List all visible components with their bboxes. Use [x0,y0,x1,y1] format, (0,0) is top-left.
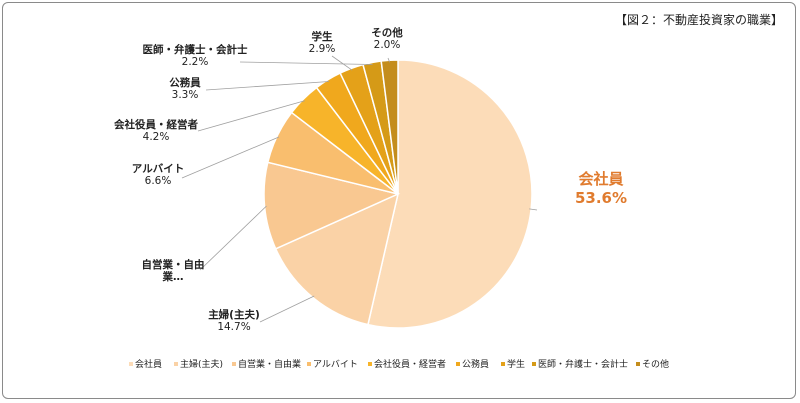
figure-title: 【図２：不動産投資家の職業】 [615,12,783,27]
value-label-主婦-主夫-: 14.7% [217,321,250,333]
legend-swatch-学生 [501,362,505,366]
legend-label-医師・弁護士・会計士: 医師・弁護士・会計士 [538,358,628,370]
legend-swatch-医師・弁護士・会計士 [532,362,536,366]
legend-swatch-アルバイト [307,362,311,366]
legend-label-自営業・自由業: 自営業・自由業 [238,358,301,370]
legend-swatch-その他 [636,362,640,366]
value-label-公務員: 3.3% [172,89,199,101]
legend-label-学生: 学生 [507,358,525,370]
legend-swatch-会社役員・経営者 [368,362,372,366]
legend-item-自営業・自由業: 自営業・自由業 [232,358,301,370]
legend-label-会社員: 会社員 [135,358,162,370]
slice-label-その他: その他 [371,26,403,39]
legend-item-その他: その他 [636,358,669,370]
legend-item-学生: 学生 [501,358,525,370]
leader-line-医師・弁護士・会計士 [239,61,373,65]
legend-item-会社員: 会社員 [129,358,162,370]
slice-label-アルバイト: アルバイト [132,163,184,175]
pie-slice-その他 [380,59,399,195]
value-label-会社役員・経営者: 4.2% [143,131,170,143]
legend-item-主婦-主夫-: 主婦(主夫) [174,358,223,370]
legend-swatch-主婦-主夫- [174,362,178,366]
legend-label-会社役員・経営者: 会社役員・経営者 [374,358,446,370]
legend-swatch-会社員 [129,362,133,366]
slice-label-自営業・自由業-1: 業… [162,270,184,283]
slice-label-医師・弁護士・会計士: 医師・弁護士・会計士 [143,43,248,56]
value-label-その他: 2.0% [374,39,401,51]
slice-label-自営業・自由業-0: 自営業・自由 [142,258,205,271]
legend-label-主婦-主夫-: 主婦(主夫) [180,358,223,370]
value-label-医師・弁護士・会計士: 2.2% [182,56,209,68]
legend-item-医師・弁護士・会計士: 医師・弁護士・会計士 [532,358,628,370]
legend-label-公務員: 公務員 [462,358,489,370]
legend-item-会社役員・経営者: 会社役員・経営者 [368,358,446,370]
value-label-会社員: 53.6% [575,189,627,207]
leader-line-その他 [387,57,391,63]
leader-line-自営業・自由業 [199,205,267,271]
slice-label-会社役員・経営者: 会社役員・経営者 [114,118,198,131]
legend-swatch-自営業・自由業 [232,362,236,366]
leader-line-会社役員・経営者 [197,100,305,132]
leader-line-会社員 [529,208,538,211]
leader-line-学生 [331,55,353,71]
legend-item-公務員: 公務員 [456,358,489,370]
legend-label-その他: その他 [642,358,669,370]
slice-label-公務員: 公務員 [169,76,201,89]
pie-slice-自営業・自由業 [263,161,401,250]
leader-line-アルバイト [181,136,280,179]
pie-slice-主婦-主夫- [274,192,400,326]
value-label-学生: 2.9% [309,43,336,55]
value-label-アルバイト: 6.6% [145,175,172,187]
slice-label-主婦-主夫-: 主婦(主夫) [208,308,260,321]
slice-label-学生: 学生 [312,30,333,43]
legend-label-アルバイト: アルバイト [313,359,358,370]
slice-label-会社員: 会社員 [578,170,623,188]
leader-line-公務員 [205,81,330,91]
legend-item-アルバイト: アルバイト [307,359,358,370]
legend-swatch-公務員 [456,362,460,366]
leader-line-主婦-主夫- [259,295,315,323]
